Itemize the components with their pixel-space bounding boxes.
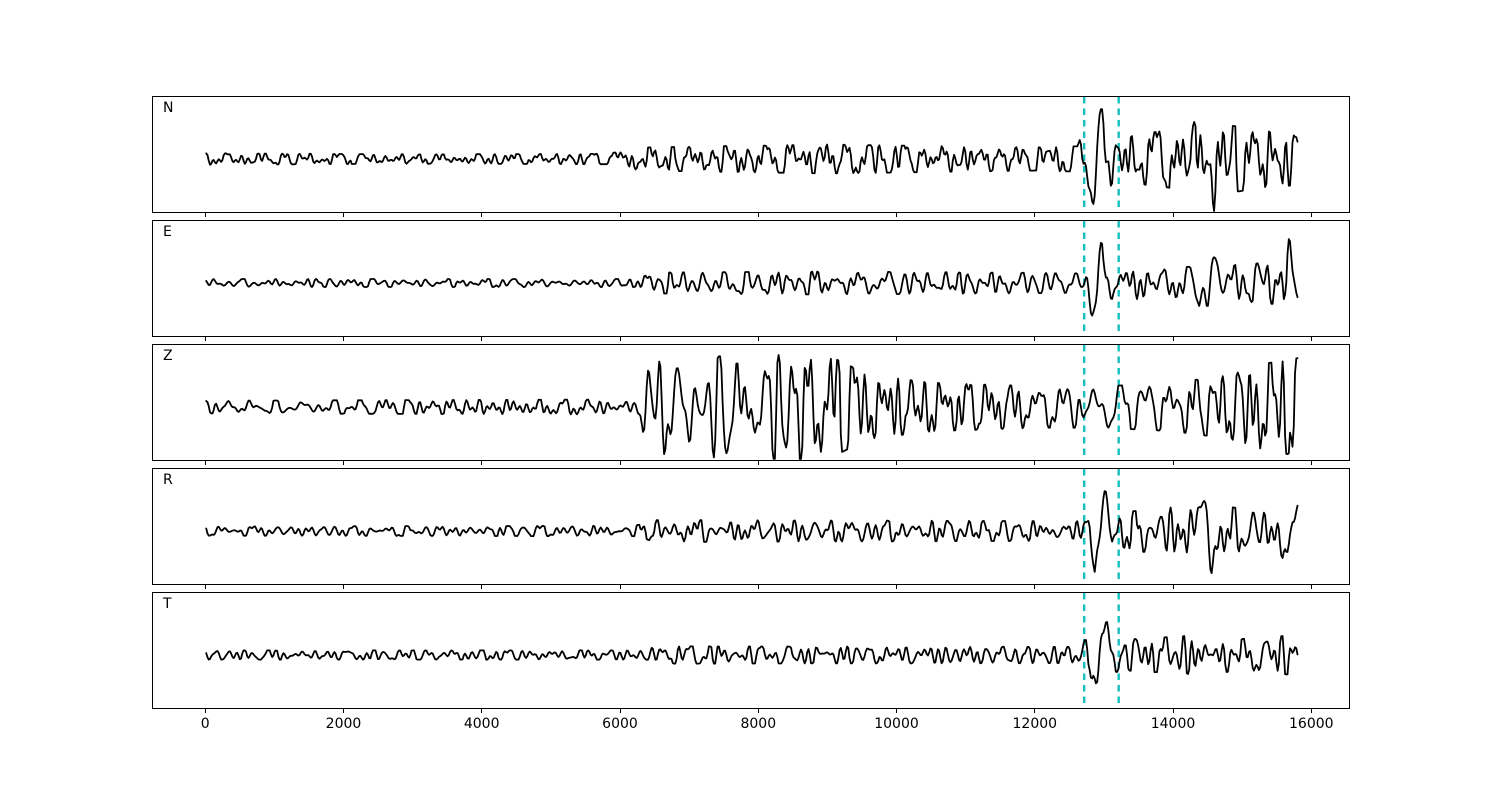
x-axis-tick xyxy=(1310,213,1312,217)
x-axis-tick xyxy=(757,585,759,589)
x-axis-tick xyxy=(481,213,483,217)
x-axis-tick xyxy=(1310,709,1312,713)
x-axis-tick-label: 12000 xyxy=(1012,716,1058,732)
x-axis-tick-label: 14000 xyxy=(1150,716,1196,732)
x-axis-tick xyxy=(896,461,897,465)
x-axis-tick xyxy=(1310,461,1312,465)
waveform-plot-Z xyxy=(205,345,1299,460)
x-axis-tick xyxy=(757,213,759,217)
x-axis-tick xyxy=(204,337,206,341)
x-axis-tick xyxy=(619,709,621,713)
x-axis-tick xyxy=(757,337,759,341)
x-axis-tick-label: 8000 xyxy=(740,716,777,732)
x-axis-tick xyxy=(1172,709,1174,713)
x-axis-tick xyxy=(343,585,344,589)
x-axis-tick xyxy=(1034,337,1036,341)
x-axis-tick xyxy=(343,213,344,217)
panel-label-N: N xyxy=(163,100,174,116)
x-axis-tick xyxy=(1172,461,1174,465)
panel-label-Z: Z xyxy=(163,348,173,364)
x-axis-tick-label: 16000 xyxy=(1289,716,1334,732)
trace-N xyxy=(205,108,1299,212)
waveform-panel-R: R xyxy=(152,468,1350,585)
x-axis-tick xyxy=(204,709,206,713)
x-axis-tick xyxy=(481,585,483,589)
waveform-plot-R xyxy=(205,469,1299,584)
x-axis-tick xyxy=(619,337,621,341)
waveform-panel-E: E xyxy=(152,220,1350,337)
x-axis-tick xyxy=(896,213,897,217)
x-axis-tick xyxy=(343,461,344,465)
x-axis-tick xyxy=(481,461,483,465)
x-axis-tick xyxy=(1034,213,1036,217)
x-axis-tick xyxy=(757,461,759,465)
x-axis-tick xyxy=(619,585,621,589)
trace-T xyxy=(205,621,1299,685)
waveform-plot-N xyxy=(205,97,1299,212)
x-axis-tick xyxy=(619,461,621,465)
trace-E xyxy=(205,238,1299,317)
x-axis-tick xyxy=(896,585,897,589)
x-axis-tick xyxy=(1172,585,1174,589)
panel-label-R: R xyxy=(163,472,173,488)
x-axis-tick xyxy=(1172,213,1174,217)
x-axis-tick xyxy=(757,709,759,713)
x-axis-tick xyxy=(1172,337,1174,341)
waveform-plot-T xyxy=(205,593,1299,708)
x-axis-tick xyxy=(1034,585,1036,589)
x-axis-tick xyxy=(896,337,897,341)
x-axis-tick-label: 2000 xyxy=(325,716,362,732)
trace-R xyxy=(205,490,1299,574)
waveform-panel-T: T xyxy=(152,592,1350,709)
x-axis-tick xyxy=(1310,585,1312,589)
x-axis-tick-label: 4000 xyxy=(463,716,500,732)
waveform-panel-N: N xyxy=(152,96,1350,213)
x-axis-tick xyxy=(343,709,344,713)
x-axis-tick xyxy=(1034,461,1036,465)
x-axis-tick xyxy=(896,709,897,713)
panel-label-T: T xyxy=(163,596,172,612)
x-axis-tick xyxy=(204,213,206,217)
x-axis-tick xyxy=(204,461,206,465)
x-axis-tick-label: 0 xyxy=(200,716,210,732)
x-axis-tick xyxy=(204,585,206,589)
x-axis-tick-label: 6000 xyxy=(602,716,638,732)
x-axis-tick xyxy=(1310,337,1312,341)
waveform-panel-Z: Z xyxy=(152,344,1350,461)
panel-label-E: E xyxy=(163,224,172,240)
trace-Z xyxy=(205,354,1299,460)
x-axis-tick xyxy=(343,337,344,341)
x-axis-tick xyxy=(481,337,483,341)
waveform-plot-E xyxy=(205,221,1299,336)
x-axis-tick xyxy=(619,213,621,217)
x-axis-tick xyxy=(481,709,483,713)
x-axis-tick-label: 10000 xyxy=(874,716,919,732)
x-axis-tick xyxy=(1034,709,1036,713)
